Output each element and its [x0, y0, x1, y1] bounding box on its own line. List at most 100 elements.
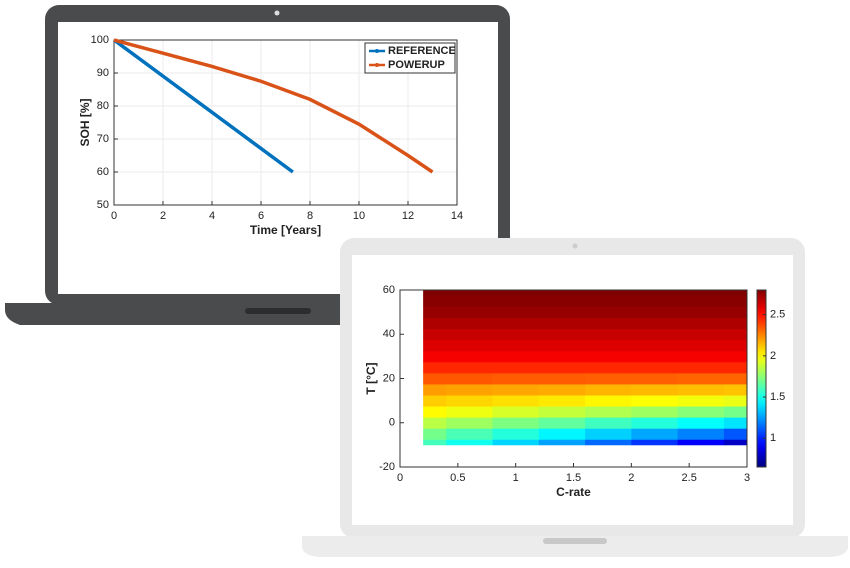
heat-cell — [677, 406, 725, 418]
heat-cell — [723, 339, 748, 352]
heat-cell — [492, 417, 540, 429]
heat-cell — [585, 290, 632, 296]
y-tick-label: 70 — [97, 133, 109, 145]
colorbar-tick-label: 1.5 — [770, 391, 785, 403]
heat-cell — [492, 384, 540, 396]
heat-cell — [538, 428, 586, 440]
x-tick-label: 2.5 — [682, 472, 697, 484]
heat-cell — [492, 350, 540, 363]
heat-cell — [631, 290, 678, 296]
heat-cell — [538, 395, 586, 407]
heat-cell — [446, 406, 493, 418]
heat-cell — [446, 395, 493, 407]
laptop-notch — [245, 308, 311, 314]
heat-cell — [492, 290, 540, 296]
heat-cell — [631, 406, 678, 418]
x-tick-label: 14 — [451, 210, 463, 222]
heat-cell — [446, 328, 493, 341]
heat-cell — [723, 395, 748, 407]
laptop-base — [302, 536, 848, 557]
heat-cell — [446, 306, 493, 319]
heat-cell — [423, 428, 447, 440]
heat-cell — [423, 417, 447, 429]
heat-cell — [631, 395, 678, 407]
colorbar-tick-label: 2.5 — [770, 309, 785, 321]
heat-cell — [423, 317, 447, 330]
x-tick-label: 2 — [628, 472, 634, 484]
heat-cell — [423, 395, 447, 407]
heat-cell — [423, 384, 447, 396]
heat-cell — [723, 417, 748, 429]
heat-cell — [492, 295, 540, 307]
x-tick-label: 0 — [111, 210, 117, 222]
heat-cell — [585, 361, 632, 374]
heat-cell — [538, 417, 586, 429]
x-axis-label: Time [Years] — [250, 223, 321, 237]
heat-cell — [631, 384, 678, 396]
y-axis-label: T [°C] — [364, 362, 378, 394]
x-tick-label: 1.5 — [566, 472, 581, 484]
heat-cell — [492, 372, 540, 385]
y-tick-label: -20 — [379, 461, 395, 473]
heat-cell — [723, 428, 748, 440]
heat-cell — [423, 328, 447, 341]
heat-cell — [677, 395, 725, 407]
camera — [274, 10, 280, 16]
heat-cell — [585, 439, 632, 446]
heat-cell — [723, 328, 748, 341]
x-tick-label: 1 — [513, 472, 519, 484]
heat-cell — [423, 350, 447, 363]
heat-cell — [538, 317, 586, 330]
heat-cell — [538, 350, 586, 363]
heat-cell — [585, 317, 632, 330]
heat-cell — [677, 384, 725, 396]
heat-cell — [585, 328, 632, 341]
heat-cell — [585, 384, 632, 396]
x-tick-label: 10 — [353, 210, 365, 222]
colorbar-tick-label: 2 — [770, 350, 776, 362]
x-tick-label: 0.5 — [450, 472, 465, 484]
heat-cell — [585, 395, 632, 407]
heat-cell — [538, 372, 586, 385]
heat-cell — [585, 428, 632, 440]
heat-cell — [677, 295, 725, 307]
heat-cell — [446, 295, 493, 307]
heat-cell — [446, 317, 493, 330]
heat-cell — [677, 439, 725, 446]
heat-cell — [677, 428, 725, 440]
series-line — [112, 38, 294, 174]
heat-cell — [723, 306, 748, 319]
heat-cell — [423, 290, 447, 296]
heat-cell — [677, 317, 725, 330]
heat-cell — [585, 350, 632, 363]
heat-cell — [631, 317, 678, 330]
series-line — [113, 38, 434, 174]
camera — [572, 243, 578, 249]
y-tick-label: 20 — [383, 372, 395, 384]
heat-cell — [423, 339, 447, 352]
heat-cell — [585, 406, 632, 418]
heat-cell — [446, 350, 493, 363]
plot-frame — [113, 39, 458, 206]
colorbar-tick-label: 1 — [770, 432, 776, 444]
heat-cell — [585, 372, 632, 385]
heat-cell — [538, 295, 586, 307]
heat-cell — [723, 317, 748, 330]
heat-cell — [492, 306, 540, 319]
heat-cell — [492, 428, 540, 440]
heat-cell — [723, 372, 748, 385]
x-tick-label: 0 — [397, 472, 403, 484]
heat-cell — [631, 350, 678, 363]
heat-cell — [723, 361, 748, 374]
heat-cell — [631, 328, 678, 341]
y-tick-label: 100 — [91, 34, 109, 46]
heat-cell — [723, 295, 748, 307]
heat-cell — [585, 295, 632, 307]
heat-cell — [677, 372, 725, 385]
y-tick-label: 50 — [97, 199, 109, 211]
heat-cell — [631, 428, 678, 440]
heat-cell — [585, 339, 632, 352]
heat-cell — [723, 384, 748, 396]
